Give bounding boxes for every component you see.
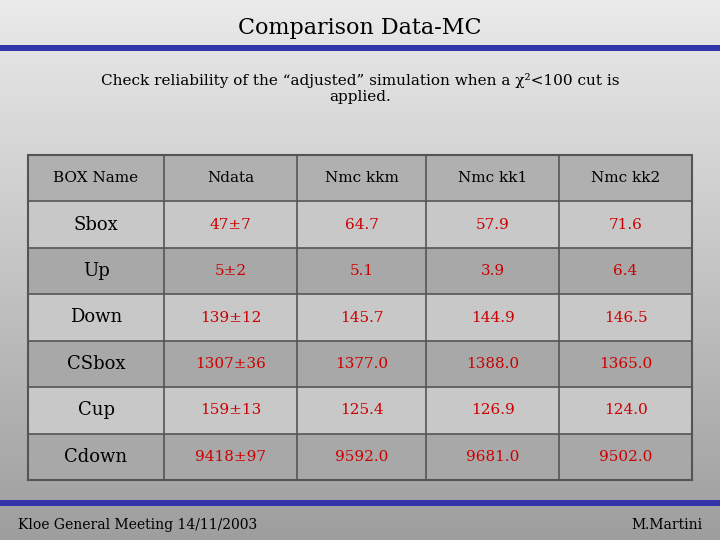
Text: 9418±97: 9418±97 (195, 450, 266, 464)
Text: 145.7: 145.7 (340, 310, 384, 325)
Text: Up: Up (83, 262, 109, 280)
Bar (28, 341, 692, 387)
Text: 71.6: 71.6 (608, 218, 642, 232)
Text: 126.9: 126.9 (471, 403, 515, 417)
Bar (0, 45, 720, 51)
Text: Kloe General Meeting 14/11/2003: Kloe General Meeting 14/11/2003 (18, 518, 257, 532)
Text: 146.5: 146.5 (604, 310, 647, 325)
Bar (28, 434, 692, 480)
Text: 9681.0: 9681.0 (466, 450, 520, 464)
Text: applied.: applied. (329, 90, 391, 104)
Text: M.Martini: M.Martini (631, 518, 702, 532)
Bar (28, 201, 692, 248)
Text: 124.0: 124.0 (604, 403, 647, 417)
Bar (28, 155, 692, 201)
Text: 1365.0: 1365.0 (599, 357, 652, 371)
Text: Cup: Cup (78, 401, 114, 420)
Text: 6.4: 6.4 (613, 264, 638, 278)
Bar (28, 248, 692, 294)
Bar (0, 500, 720, 506)
Text: 5±2: 5±2 (215, 264, 246, 278)
Text: 139±12: 139±12 (200, 310, 261, 325)
Text: Nmc kkm: Nmc kkm (325, 171, 399, 185)
Text: 1307±36: 1307±36 (195, 357, 266, 371)
Text: 9592.0: 9592.0 (335, 450, 388, 464)
Text: Ndata: Ndata (207, 171, 254, 185)
Text: Check reliability of the “adjusted” simulation when a χ²<100 cut is: Check reliability of the “adjusted” simu… (101, 72, 619, 87)
Text: CSbox: CSbox (67, 355, 125, 373)
Text: 3.9: 3.9 (481, 264, 505, 278)
Text: 9502.0: 9502.0 (599, 450, 652, 464)
Text: Nmc kk1: Nmc kk1 (458, 171, 528, 185)
Text: Down: Down (70, 308, 122, 327)
Text: 1388.0: 1388.0 (467, 357, 519, 371)
Text: Cdown: Cdown (65, 448, 127, 466)
Text: Nmc kk2: Nmc kk2 (591, 171, 660, 185)
Text: BOX Name: BOX Name (53, 171, 139, 185)
Text: Sbox: Sbox (73, 215, 118, 234)
Bar (28, 294, 692, 341)
Text: 144.9: 144.9 (471, 310, 515, 325)
Bar (28, 387, 692, 434)
Bar (28, 155, 692, 480)
Text: 125.4: 125.4 (340, 403, 384, 417)
Text: 47±7: 47±7 (210, 218, 251, 232)
Text: 5.1: 5.1 (350, 264, 374, 278)
Text: 1377.0: 1377.0 (335, 357, 388, 371)
Text: Comparison Data-MC: Comparison Data-MC (238, 17, 482, 39)
Text: 64.7: 64.7 (345, 218, 379, 232)
Text: 159±13: 159±13 (200, 403, 261, 417)
Text: 57.9: 57.9 (476, 218, 510, 232)
